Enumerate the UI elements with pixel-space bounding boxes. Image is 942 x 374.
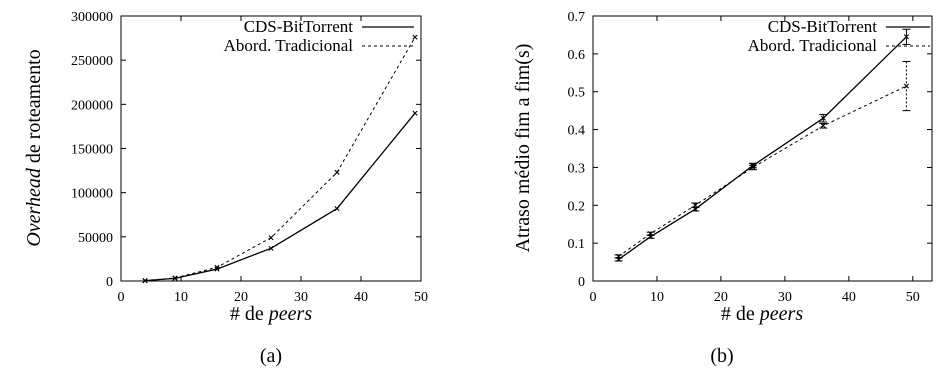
legend-label-b-0: CDS-BitTorrent <box>768 17 878 36</box>
panel-a: 0 10 20 30 40 50 0 50000 100000 150000 200000 25000… <box>23 10 428 367</box>
plot-frame-a <box>120 15 422 282</box>
x-axis-label-b-prefix: # de <box>721 303 760 325</box>
x-tick-label-a-2: 20 <box>234 290 248 305</box>
data-point-b-1-2 <box>692 202 698 208</box>
x-tick-label-a-1: 10 <box>174 290 188 305</box>
axis-ticks-b: 0 10 20 30 40 50 0 0.1 0.2 0.3 0.4 0.5 0.6 0.7 <box>568 10 932 305</box>
y-tick-label-b-4: 0.4 <box>568 124 586 139</box>
data-point-b-1-1 <box>647 231 654 237</box>
data-point-a-0-4 <box>334 205 340 212</box>
x-axis-label-b-emph: peers <box>758 303 804 325</box>
y-tick-label-b-2: 0.2 <box>568 199 586 214</box>
data-point-a-0-3 <box>268 245 274 251</box>
series-line-a-0 <box>144 112 416 282</box>
data-point-a-0-5 <box>412 110 418 116</box>
y-axis-label-a-emph: Overhead <box>23 167 45 246</box>
panel-b: 0 10 20 30 40 50 0 0.1 0.2 0.3 0.4 0.5 0.6 0.7 # de p… <box>512 10 933 367</box>
x-axis-label-a-emph: peers <box>267 303 313 325</box>
data-point-a-1-3 <box>268 235 274 241</box>
y-tick-label-b-7: 0.7 <box>568 10 586 25</box>
x-tick-label-a-5: 50 <box>414 290 428 305</box>
data-point-a-1-0 <box>142 277 148 284</box>
axis-ticks-a: 0 10 20 30 40 50 0 50000 100000 150000 200000 25000… <box>71 10 428 305</box>
series-line-b-0 <box>618 36 907 260</box>
legend-label-b-1: Abord. Tradicional <box>748 36 878 55</box>
plot-frame-b <box>592 15 933 282</box>
x-tick-label-b-0: 0 <box>590 290 597 305</box>
data-point-a-0-2 <box>214 266 220 272</box>
x-tick-label-b-4: 40 <box>842 290 856 305</box>
series-line-a-1 <box>144 36 416 282</box>
data-point-a-1-1 <box>172 275 178 281</box>
data-point-a-1-4 <box>334 169 340 175</box>
series-lines-b <box>614 28 911 263</box>
y-tick-label-a-1: 50000 <box>78 231 113 246</box>
legend-label-a-1: Abord. Tradicional <box>224 36 354 55</box>
y-axis-label-b: Atraso médio fim a fim(s) <box>512 44 534 253</box>
x-tick-label-b-1: 10 <box>650 290 664 305</box>
legend-a: CDS-BitTorrent Abord. Tradicional <box>224 17 414 55</box>
x-tick-label-a-0: 0 <box>118 290 125 305</box>
data-point-a-1-2 <box>214 264 220 270</box>
panel-label-a: (a) <box>260 345 282 367</box>
y-tick-label-a-4: 200000 <box>71 98 113 113</box>
y-tick-label-a-5: 250000 <box>71 54 113 69</box>
x-tick-label-b-2: 20 <box>714 290 728 305</box>
panel-label-b: (b) <box>710 345 733 367</box>
y-axis-label-a: Overhead de roteamento <box>23 49 45 246</box>
y-tick-label-a-2: 100000 <box>71 187 113 202</box>
series-lines-a <box>142 34 418 284</box>
data-point-b-0-4 <box>820 115 826 121</box>
x-axis-label-a: # de peers <box>230 303 312 325</box>
y-tick-label-a-0: 0 <box>106 275 113 290</box>
x-axis-label-a-prefix: # de <box>230 303 269 325</box>
y-tick-label-b-6: 0.6 <box>568 48 586 63</box>
data-point-a-1-5 <box>412 34 418 40</box>
data-point-b-1-4 <box>820 123 826 129</box>
y-tick-label-b-3: 0.3 <box>568 161 586 176</box>
y-tick-label-a-6: 300000 <box>71 10 113 25</box>
data-point-b-1-3 <box>750 164 756 171</box>
series-line-b-1 <box>618 85 907 257</box>
y-tick-label-b-5: 0.5 <box>568 86 586 101</box>
x-tick-label-b-5: 50 <box>906 290 920 305</box>
x-axis-label-b: # de peers <box>721 303 803 325</box>
y-tick-label-a-3: 150000 <box>71 143 113 158</box>
legend-b: CDS-BitTorrent Abord. Tradicional <box>748 17 930 55</box>
x-tick-label-a-4: 40 <box>354 290 368 305</box>
x-tick-label-b-3: 30 <box>778 290 792 305</box>
x-tick-label-a-3: 30 <box>294 290 308 305</box>
data-point-b-1-0 <box>615 253 622 259</box>
data-point-b-0-5 <box>903 34 910 40</box>
data-point-b-1-5 <box>903 83 910 89</box>
legend-label-a-0: CDS-BitTorrent <box>244 17 354 36</box>
y-tick-label-b-1: 0.1 <box>568 237 586 252</box>
y-tick-label-b-0: 0 <box>578 275 585 290</box>
y-axis-label-a-rest: de roteamento <box>23 49 45 168</box>
